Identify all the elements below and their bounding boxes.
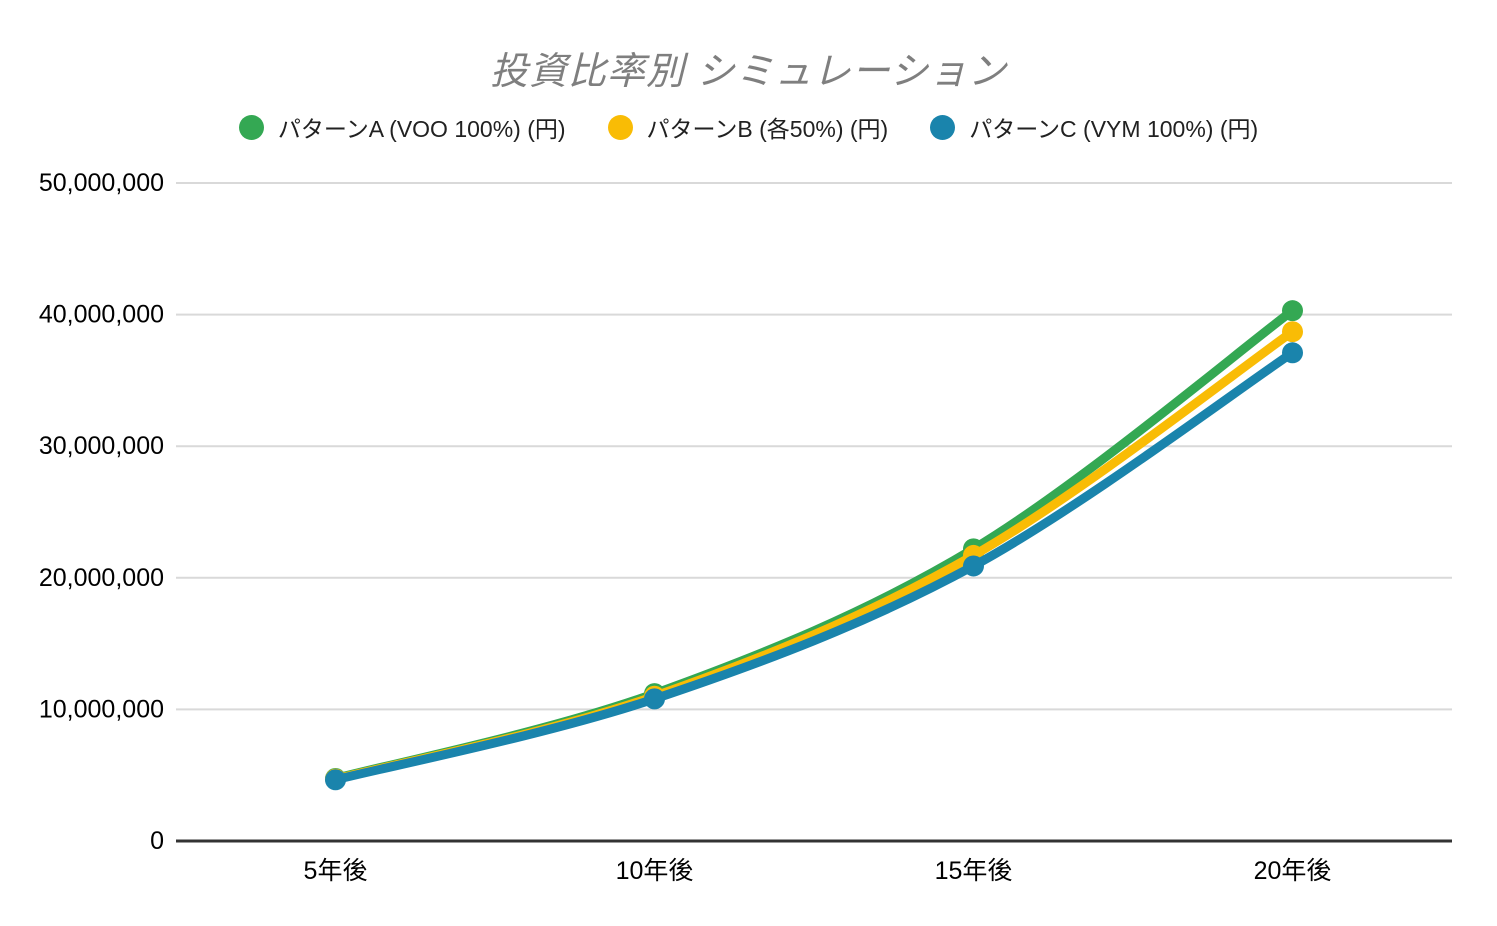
y-axis-tick-label: 20,000,000: [39, 564, 164, 592]
y-axis-tick-label: 0: [150, 827, 164, 855]
x-axis-tick-label: 15年後: [935, 857, 1013, 885]
x-axis-tick-label: 20年後: [1254, 857, 1332, 885]
y-axis-tick-label: 40,000,000: [39, 301, 164, 329]
series-line-pattern-a: [331, 306, 1297, 783]
legend-label: パターンB (各50%) (円): [646, 116, 889, 142]
y-axis-tick-label: 50,000,000: [39, 169, 164, 197]
legend-series-dot-icon: [930, 114, 956, 140]
x-axis-tick-label: 5年後: [304, 857, 368, 885]
y-axis-tick-label: 30,000,000: [39, 432, 164, 460]
legend-series-dot-icon: [238, 114, 264, 140]
data-point-pattern-c[interactable]: [325, 769, 346, 791]
legend-label: パターンC (VYM 100%) (円): [969, 116, 1259, 142]
series-line-pattern-b: [331, 327, 1297, 784]
data-point-pattern-b[interactable]: [1282, 321, 1303, 343]
x-axis-tick-label: 10年後: [616, 857, 694, 885]
legend-item-1[interactable]: パターンA (VOO 100%) (円): [238, 110, 566, 144]
legend-label: パターンA (VOO 100%) (円): [277, 116, 566, 142]
data-point-pattern-a[interactable]: [1282, 300, 1303, 322]
chart-title: 投資比率別 シミュレーション: [489, 51, 1008, 93]
y-axis-tick-label: 10,000,000: [39, 695, 164, 723]
series-line-pattern-c: [331, 348, 1297, 785]
legend-item-3[interactable]: パターンC (VYM 100%) (円): [930, 110, 1258, 144]
data-point-pattern-c[interactable]: [644, 688, 665, 710]
data-point-pattern-c[interactable]: [1282, 342, 1303, 364]
legend-item-2[interactable]: パターンB (各50%) (円): [607, 110, 889, 144]
legend: パターンA (VOO 100%) (円) パターンB (各50%) (円) パターン…: [0, 110, 1497, 144]
data-point-pattern-c[interactable]: [963, 555, 984, 577]
legend-series-dot-icon: [607, 114, 633, 140]
